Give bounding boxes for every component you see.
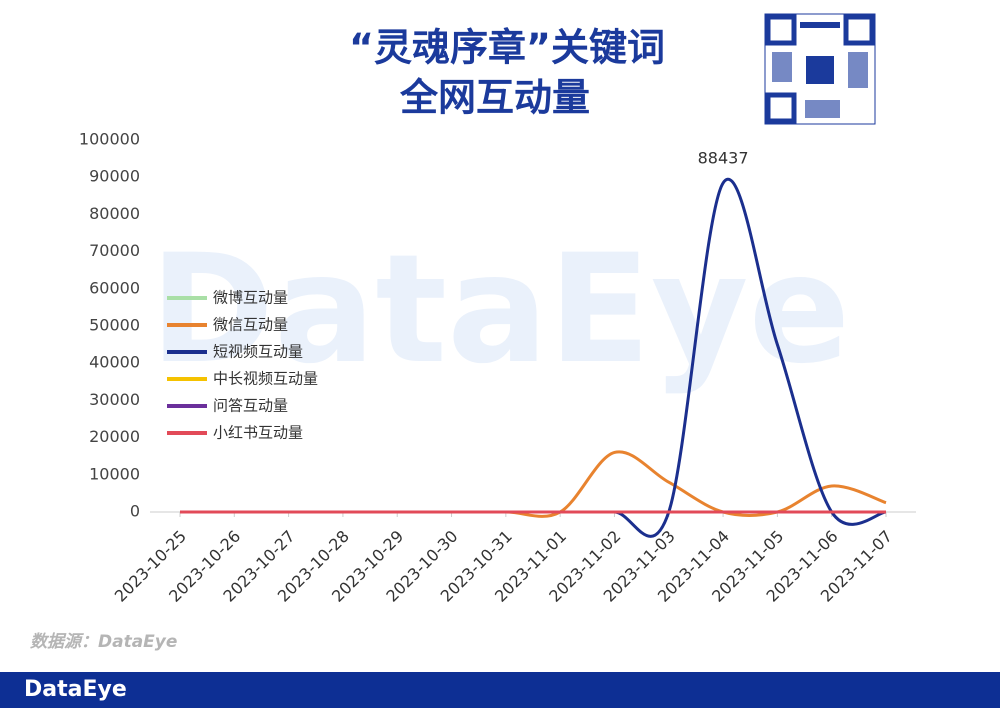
legend-label: 短视频互动量: [213, 343, 303, 361]
legend-label: 问答互动量: [213, 397, 288, 415]
y-tick-label: 30000: [89, 390, 140, 409]
legend-label: 微博互动量: [213, 289, 288, 307]
qr-code: [764, 13, 876, 125]
legend-label: 中长视频互动量: [213, 370, 318, 388]
series-line: [179, 450, 887, 518]
source: 数据源：DataEye: [30, 632, 177, 652]
legend-label: 小红书互动量: [213, 424, 303, 442]
legend-label: 微信互动量: [213, 316, 288, 334]
footer-logo: DataEye: [24, 677, 127, 702]
footer-bar: [0, 672, 1000, 708]
watermark: DataEye: [150, 223, 851, 397]
y-tick-label: 20000: [89, 427, 140, 446]
y-tick-label: 0: [130, 502, 140, 521]
y-tick-label: 50000: [89, 316, 140, 335]
y-tick-label: 70000: [89, 241, 140, 260]
y-tick-label: 10000: [89, 464, 140, 483]
title-line: 全网互动量: [399, 76, 590, 120]
title-line: “灵魂序章”关键词: [349, 26, 665, 70]
y-tick-label: 90000: [89, 167, 140, 186]
y-tick-label: 40000: [89, 353, 140, 372]
y-tick-label: 80000: [89, 204, 140, 223]
y-tick-label: 100000: [79, 130, 140, 149]
y-tick-label: 60000: [89, 278, 140, 297]
data-label: 88437: [698, 149, 749, 168]
